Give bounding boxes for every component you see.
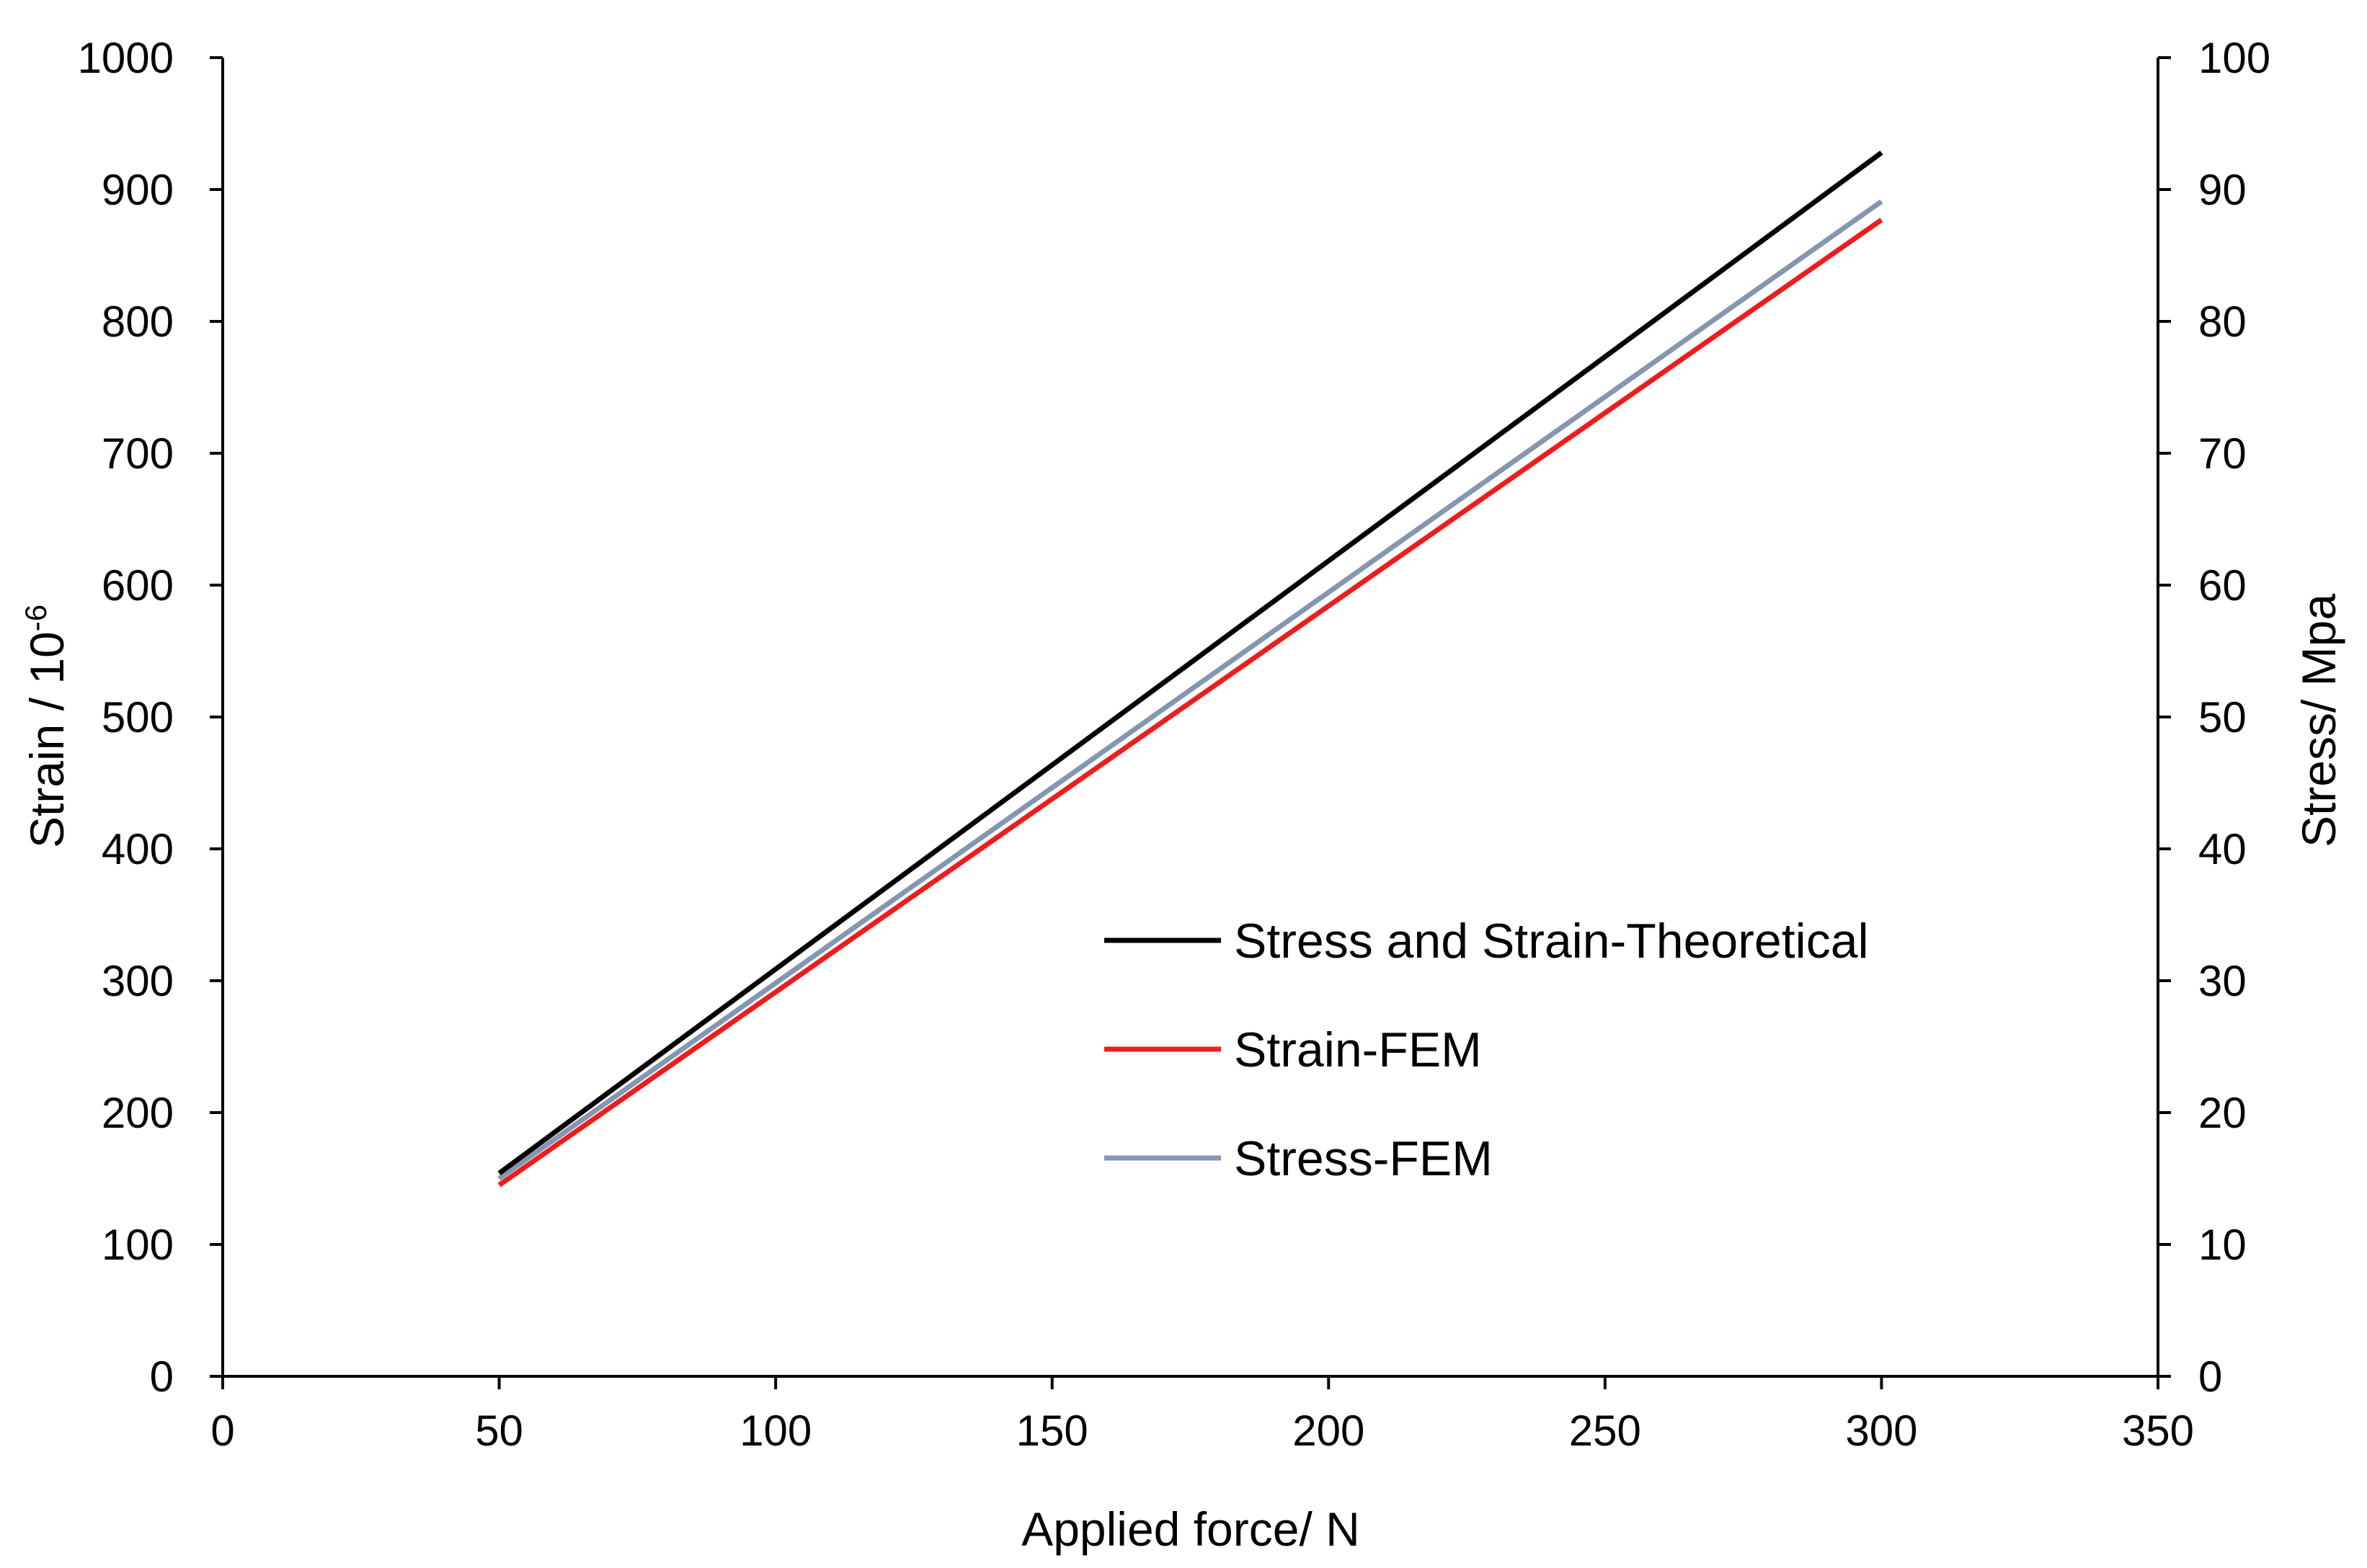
legend-label-3: Stress-FEM <box>1234 1131 1493 1186</box>
right-y-tick-label: 80 <box>2198 298 2247 346</box>
right-y-tick-label: 40 <box>2198 825 2247 873</box>
x-tick-label: 0 <box>210 1407 234 1455</box>
left-y-tick-label: 300 <box>102 957 174 1005</box>
series-line-2 <box>497 218 1883 1188</box>
x-tick-label: 300 <box>1845 1407 1917 1455</box>
x-tick-label: 250 <box>1569 1407 1641 1455</box>
right-y-tick-label: 10 <box>2198 1221 2247 1269</box>
x-tick-label: 150 <box>1016 1407 1088 1455</box>
series-line-1 <box>497 150 1883 1175</box>
right-y-tick-label: 70 <box>2198 429 2247 478</box>
left-y-tick-label: 100 <box>102 1221 174 1269</box>
series-line-3 <box>497 199 1883 1181</box>
left-y-tick-label: 500 <box>102 693 174 741</box>
x-axis-title: Applied force/ N <box>1021 1502 1360 1556</box>
left-y-tick-label: 700 <box>102 429 174 478</box>
right-y-tick-label: 100 <box>2198 34 2270 82</box>
left-y-axis-title: Strain / 10-6 <box>19 605 74 848</box>
right-y-tick-label: 60 <box>2198 561 2247 610</box>
left-y-tick-label: 200 <box>102 1089 174 1137</box>
series-lines <box>497 150 1883 1188</box>
legend: Stress and Strain-Theoretical Strain-FEM S… <box>1104 914 1869 1186</box>
left-y-tick-label: 0 <box>150 1353 174 1401</box>
x-tick-label: 100 <box>740 1407 812 1455</box>
x-axis-ticks: 0 50 100 150 200 250 300 350 <box>210 1376 2194 1455</box>
x-tick-label: 200 <box>1292 1407 1364 1455</box>
left-y-tick-label: 400 <box>102 825 174 873</box>
right-y-axis-ticks: 0 10 20 30 40 50 60 70 80 90 100 <box>2158 34 2270 1401</box>
right-y-tick-label: 0 <box>2198 1353 2222 1401</box>
right-y-tick-label: 50 <box>2198 693 2247 741</box>
right-y-tick-label: 20 <box>2198 1089 2247 1137</box>
left-y-tick-label: 900 <box>102 166 174 214</box>
left-y-tick-label: 1000 <box>78 34 174 82</box>
left-y-tick-label: 600 <box>102 561 174 610</box>
x-tick-label: 50 <box>475 1407 523 1455</box>
right-y-axis-title: Stress/ Mpa <box>2292 594 2345 847</box>
x-tick-label: 350 <box>2122 1407 2194 1455</box>
legend-label-2: Strain-FEM <box>1234 1023 1482 1077</box>
right-y-tick-label: 90 <box>2198 166 2247 214</box>
right-y-tick-label: 30 <box>2198 957 2247 1005</box>
legend-label-1: Stress and Strain-Theoretical <box>1234 914 1869 968</box>
left-y-tick-label: 800 <box>102 298 174 346</box>
left-y-axis-ticks: 0 100 200 300 400 500 600 700 800 900 1000 <box>78 34 223 1401</box>
